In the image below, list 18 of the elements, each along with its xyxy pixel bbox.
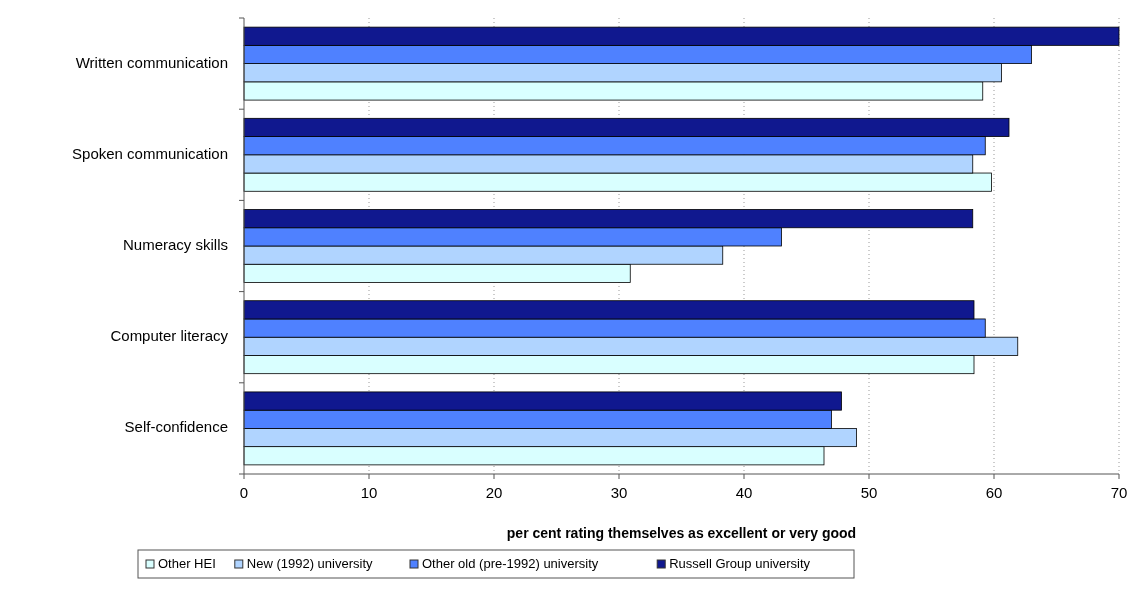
x-tick-label: 30 bbox=[610, 484, 628, 501]
legend-label: New (1992) university bbox=[246, 556, 374, 571]
y-tick-label: Written communication bbox=[75, 53, 228, 71]
x-tick-label: 0 bbox=[239, 484, 249, 501]
x-tick-label: 40 bbox=[735, 484, 753, 501]
y-tick-label: Self-confidence bbox=[124, 418, 228, 436]
y-tick-label: Numeracy skills bbox=[122, 235, 228, 253]
x-tick-label: 10 bbox=[360, 484, 378, 501]
y-tick-label: Computer literacy bbox=[110, 327, 229, 345]
legend-label: Other HEI bbox=[158, 556, 216, 571]
x-tick-label: 20 bbox=[485, 484, 503, 501]
x-tick-label: 50 bbox=[860, 484, 878, 501]
x-tick-label: 60 bbox=[985, 484, 1003, 501]
x-tick-label: 70 bbox=[1110, 484, 1128, 501]
legend-label: Russell Group university bbox=[669, 556, 811, 571]
y-tick-label: Spoken communication bbox=[72, 144, 228, 162]
legend-label: Other old (pre-1992) university bbox=[422, 556, 599, 571]
x-axis-title: per cent rating themselves as excellent or very good bbox=[506, 525, 857, 541]
